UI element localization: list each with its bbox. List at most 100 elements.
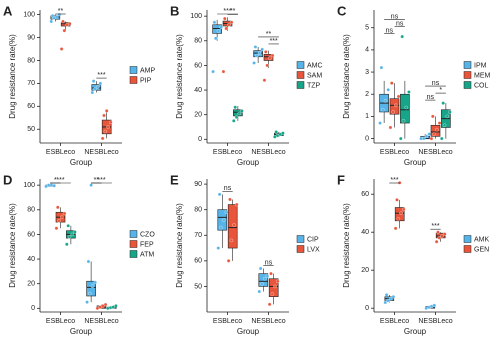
legend-swatch: [296, 235, 305, 243]
point: [388, 296, 393, 301]
point: [65, 242, 69, 247]
y-tick-label: 1: [365, 113, 369, 120]
sig-label: **: [230, 8, 236, 15]
y-tick-label: 80: [27, 57, 35, 64]
legend-swatch: [463, 245, 472, 253]
point: [98, 81, 103, 86]
sig-label: ***: [97, 72, 105, 79]
point: [108, 120, 113, 125]
point: [93, 87, 97, 91]
y-axis-label: Drug resistance rate(%): [175, 34, 184, 119]
x-axis-label: Group: [70, 158, 93, 167]
y-tick-label: 20: [361, 267, 369, 274]
point: [264, 50, 268, 54]
point: [281, 131, 285, 135]
point: [437, 236, 442, 240]
point: [400, 34, 404, 39]
y-tick-label: 70: [194, 232, 202, 239]
point: [60, 215, 64, 219]
y-tick-label: 80: [194, 38, 202, 45]
point: [440, 234, 444, 238]
point: [396, 217, 401, 221]
panel-label: C: [337, 3, 347, 18]
y-tick-label: 3: [365, 69, 369, 76]
point: [258, 266, 263, 271]
point: [102, 113, 106, 118]
point: [265, 274, 270, 278]
point: [221, 218, 226, 222]
point: [221, 69, 226, 74]
point: [70, 232, 74, 237]
point: [255, 53, 259, 58]
x-tick-label: ESBLeco: [46, 318, 75, 325]
point: [233, 105, 237, 110]
box: [227, 204, 238, 249]
legend-swatch: [129, 66, 138, 74]
point: [211, 69, 215, 74]
legend-label: IPM: [474, 62, 487, 69]
point: [226, 259, 231, 263]
legend-swatch: [129, 250, 138, 258]
legend-label: SAM: [307, 72, 322, 79]
point: [431, 114, 435, 119]
point: [252, 61, 256, 65]
point: [73, 230, 77, 234]
sig-label: **: [266, 31, 272, 38]
panel-label: A: [3, 3, 13, 18]
y-tick-label: 80: [194, 207, 202, 214]
y-tick-label: 90: [27, 34, 35, 41]
sig-label: *: [439, 87, 442, 94]
point: [436, 230, 440, 234]
y-tick-label: 20: [194, 112, 202, 119]
point: [432, 132, 436, 136]
point: [390, 81, 394, 85]
y-tick-label: 0: [198, 136, 202, 143]
y-tick-label: 60: [27, 231, 35, 238]
point: [407, 90, 411, 94]
point: [273, 284, 277, 289]
legend-swatch: [296, 61, 305, 69]
point: [422, 136, 426, 141]
point: [394, 103, 398, 108]
point: [260, 282, 264, 286]
point: [401, 119, 406, 123]
y-tick-label: 70: [27, 80, 35, 87]
point: [393, 226, 398, 231]
y-tick-label: 0: [365, 305, 369, 312]
point: [257, 289, 262, 294]
point: [378, 121, 382, 125]
point: [59, 47, 64, 51]
point: [232, 119, 236, 123]
point: [62, 28, 67, 33]
point: [257, 51, 262, 55]
point: [383, 300, 388, 305]
point: [103, 302, 108, 307]
point: [253, 45, 258, 49]
y-tick-label: 50: [27, 126, 35, 133]
legend-label: COL: [474, 82, 489, 89]
y-tick-label: 40: [27, 256, 35, 263]
point: [93, 280, 97, 285]
point: [216, 29, 221, 33]
point: [86, 259, 91, 264]
point: [269, 271, 273, 276]
point: [106, 125, 110, 129]
x-axis-label: Group: [404, 158, 427, 167]
point: [432, 303, 437, 308]
point: [381, 108, 385, 112]
point: [57, 219, 61, 223]
panel-label: E: [170, 172, 179, 187]
x-axis-label: Group: [404, 327, 427, 336]
x-tick-label: NESBLeco: [418, 318, 452, 325]
legend-label: AMP: [140, 67, 156, 74]
point: [435, 127, 439, 132]
legend-swatch: [296, 71, 305, 79]
point: [388, 125, 393, 130]
point: [56, 205, 60, 210]
sig-label: ***: [223, 8, 231, 15]
point: [227, 23, 231, 27]
point: [229, 20, 234, 25]
y-tick-label: 40: [361, 229, 369, 236]
point: [234, 115, 239, 119]
